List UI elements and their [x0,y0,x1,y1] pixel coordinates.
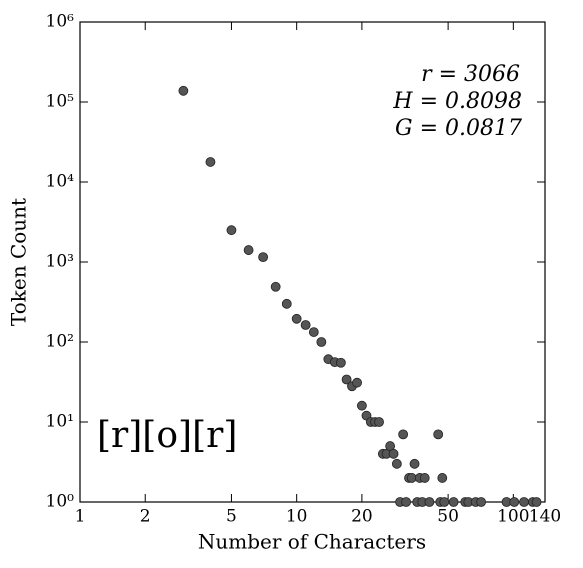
point [439,497,450,507]
point [388,448,399,459]
x-tick-label: 100 [497,507,529,527]
point [419,473,430,483]
point [356,400,367,411]
annotation: H = 0.8098 [392,89,522,114]
x-tick-label: 10 [286,507,308,527]
point [308,327,319,337]
y-tick-label: 10¹ [46,412,74,432]
point [519,497,529,507]
point [300,320,311,330]
annotation: r = 3066 [421,62,520,87]
y-tick-label: 10² [46,332,74,352]
point [258,252,269,263]
annotation: [r][o][r] [97,415,237,456]
point [476,497,487,507]
y-tick-label: 10⁶ [46,12,75,32]
x-tick-label: 140 [529,507,561,527]
point [401,497,412,507]
point [398,429,409,440]
y-tick-label: 10⁵ [46,92,75,112]
y-tick-label: 10⁴ [46,172,75,192]
x-tick-label: 2 [140,507,151,527]
point [205,157,216,167]
x-tick-label: 20 [351,507,373,527]
point [226,225,237,236]
x-tick-label: 1 [75,507,86,527]
point [374,417,384,427]
point [291,313,302,324]
point [509,497,520,507]
point [316,337,327,347]
point [424,497,435,507]
point [243,245,254,255]
point [448,497,459,507]
x-axis-label: Number of Characters [198,530,426,554]
point [437,473,448,483]
point [352,377,362,388]
x-tick-label: 50 [437,507,459,527]
y-tick-label: 10³ [46,252,74,272]
y-axis-label: Token Count [7,198,31,326]
point [409,458,420,469]
point [531,497,542,507]
annotation: G = 0.0817 [395,116,522,141]
x-tick-label: 5 [226,507,237,527]
point [270,281,281,292]
y-tick-label: 10⁰ [46,492,75,512]
point [341,374,352,385]
point [281,298,292,309]
point [391,458,402,469]
point [433,429,444,440]
point [178,85,189,96]
point [335,357,346,368]
